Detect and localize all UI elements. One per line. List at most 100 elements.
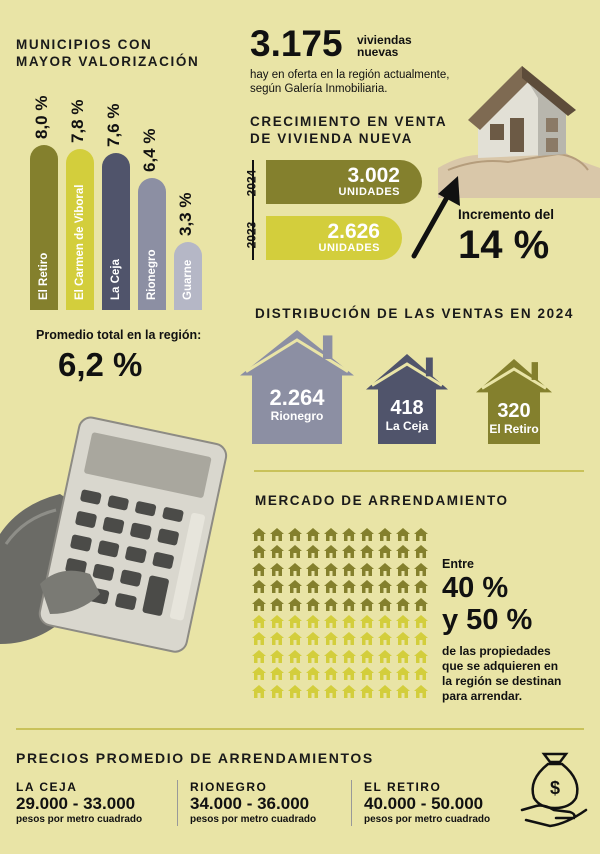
grid-house-icon <box>288 649 302 663</box>
bar-item: El Carmen de Viboral 7,8 % <box>66 80 94 310</box>
oferta-desc: hay en oferta en la región actualmente, … <box>250 68 449 96</box>
separator-2 <box>16 728 584 730</box>
grid-house-icon <box>414 615 428 628</box>
oferta-desc-line1: hay en oferta en la región actualmente, <box>250 69 450 81</box>
grid-house-icon <box>360 597 374 611</box>
bar-value-label: 7,8 % <box>68 99 87 143</box>
distribucion-title: DISTRIBUCIÓN DE LAS VENTAS EN 2024 <box>255 306 574 321</box>
grid-house-icon <box>396 528 410 541</box>
grid-house-icon <box>396 545 410 559</box>
unit-2023: UNIDADES <box>318 242 380 254</box>
grid-house-icon <box>306 632 320 646</box>
bar-value-label: 8,0 % <box>32 95 51 139</box>
bar-category-label: El Retiro <box>38 252 50 300</box>
bar-value-label: 6,4 % <box>140 128 159 172</box>
grid-house-icon <box>252 545 266 559</box>
grid-house-icon <box>252 528 266 541</box>
oferta-unit: viviendas nuevas <box>357 34 412 58</box>
valorizacion-title: MUNICIPIOS CON MAYOR VALORIZACIÓN <box>16 36 199 70</box>
grid-house-icon <box>396 684 410 698</box>
house-icon <box>366 354 448 444</box>
arrow-up-icon <box>411 176 460 259</box>
price-range-rionegro: 34.000 - 36.000 <box>190 794 310 813</box>
grid-house-icon <box>324 545 338 559</box>
grid-house-icon <box>378 580 392 594</box>
grid-house-icon <box>252 649 266 663</box>
grid-house-icon <box>396 580 410 594</box>
bar-category-label: La Ceja <box>110 259 122 300</box>
grid-house-icon <box>324 562 338 576</box>
grid-house-icon <box>324 684 338 698</box>
grid-house-icon <box>288 684 302 698</box>
house-el-retiro: 320 El Retiro <box>474 355 554 444</box>
grid-house-icon <box>396 615 410 628</box>
unit-2024: UNIDADES <box>338 186 400 198</box>
grid-house-icon <box>360 528 374 541</box>
promedio-label: Promedio total en la región: <box>36 328 202 342</box>
price-la-ceja: LA CEJA 29.000 - 33.000 pesos por metro … <box>16 780 142 825</box>
grid-house-icon <box>360 580 374 594</box>
grid-house-icon <box>306 562 320 576</box>
grid-house-icon <box>270 649 284 663</box>
grid-house-icon <box>414 562 428 576</box>
house-in-hand-icon <box>438 66 600 198</box>
grid-house-icon <box>270 615 284 628</box>
grid-house-icon <box>306 615 320 628</box>
oferta-unit-line2: nuevas <box>357 45 399 59</box>
house-name: La Ceja <box>385 419 429 433</box>
grid-house-icon <box>252 632 266 646</box>
grid-house-icon <box>414 632 428 646</box>
grid-house-icon <box>414 667 428 681</box>
valorizacion-title-line1: MUNICIPIOS CON <box>16 37 153 52</box>
arrendamiento-desc-line1: de las propiedades <box>442 644 551 658</box>
grid-house-icon <box>342 597 356 611</box>
grid-house-icon <box>270 667 284 681</box>
bar-value-label: 3,3 % <box>176 192 195 236</box>
bar-item: La Ceja 7,6 % <box>102 80 130 310</box>
grid-house-icon <box>414 528 428 541</box>
price-unit-la-ceja: pesos por metro cuadrado <box>16 814 143 825</box>
arrendamiento-desc-line4: para arrendar. <box>442 689 523 703</box>
grid-house-icon <box>378 684 392 698</box>
grid-house-icon <box>396 667 410 681</box>
grid-house-icon <box>342 632 356 646</box>
grid-house-icon <box>378 545 392 559</box>
grid-house-icon <box>324 597 338 611</box>
grid-house-icon <box>252 580 266 594</box>
money-bag-hand-icon: $ <box>520 752 588 828</box>
price-rionegro: RIONEGRO 34.000 - 36.000 pesos por metro… <box>190 780 316 825</box>
grid-house-icon <box>378 597 392 611</box>
grid-house-icon <box>342 528 356 541</box>
crecimiento-title-line1: CRECIMIENTO EN VENTA <box>250 114 448 129</box>
grid-house-icon <box>324 649 338 663</box>
crecimiento-title-line2: DE VIVIENDA NUEVA <box>250 131 413 146</box>
arrendamiento-title: MERCADO DE ARRENDAMIENTO <box>255 493 509 508</box>
arrendamiento-pct1: 40 % <box>442 572 509 604</box>
house-la-ceja: 418 La Ceja <box>364 350 450 444</box>
house-icon <box>476 359 552 444</box>
grid-house-icon <box>252 684 266 698</box>
grid-house-icon <box>288 632 302 646</box>
oferta-desc-line2: según Galería Inmobiliaria. <box>250 83 388 95</box>
crecimiento-title: CRECIMIENTO EN VENTA DE VIVIENDA NUEVA <box>250 113 447 147</box>
grid-house-icon <box>396 597 410 611</box>
value-2024: 3.002 <box>347 164 400 187</box>
grid-house-icon <box>360 615 374 628</box>
grid-house-icon <box>288 615 302 628</box>
bar: Rionegro <box>138 178 166 310</box>
year-2023: 2023 <box>244 221 259 249</box>
grid-house-icon <box>270 632 284 646</box>
grid-house-icon <box>360 562 374 576</box>
bar: El Carmen de Viboral <box>66 149 94 310</box>
price-unit-rionegro: pesos por metro cuadrado <box>190 814 317 825</box>
bar-category-label: Guarne <box>182 259 194 300</box>
bar-item: Guarne 3,3 % <box>174 80 202 310</box>
grid-house-icon <box>288 580 302 594</box>
grid-house-icon <box>270 580 284 594</box>
grid-house-icon <box>270 597 284 611</box>
grid-house-icon <box>252 615 266 628</box>
separator-1 <box>254 470 584 472</box>
grid-house-icon <box>378 649 392 663</box>
grid-house-icon <box>396 632 410 646</box>
grid-house-icon <box>270 528 284 541</box>
